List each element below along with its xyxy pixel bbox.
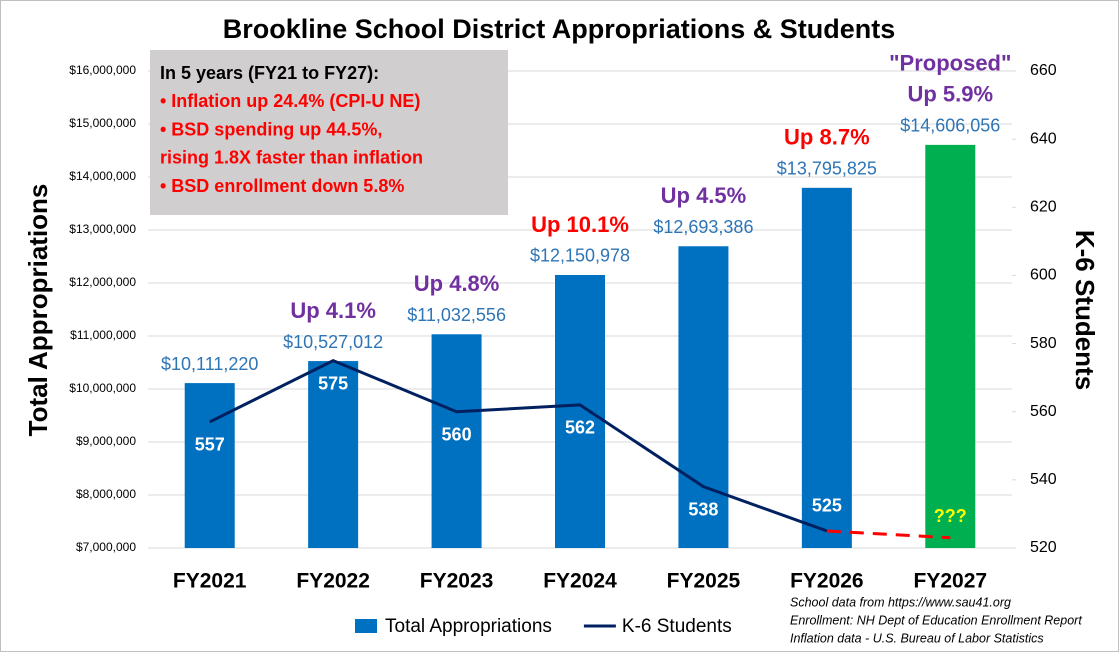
y-tick-label: $10,000,000 bbox=[69, 381, 136, 395]
line-value-label: 560 bbox=[442, 424, 472, 444]
y-tick-label: $13,000,000 bbox=[69, 222, 136, 236]
legend-swatch bbox=[355, 619, 377, 633]
y-tick-label: $16,000,000 bbox=[69, 63, 136, 77]
y2-tick-label: 560 bbox=[1030, 403, 1057, 420]
y2-axis-title: K-6 Students bbox=[1070, 230, 1100, 390]
summary-line: In 5 years (FY21 to FY27): bbox=[160, 63, 379, 83]
y2-tick-label: 620 bbox=[1030, 199, 1057, 216]
bar bbox=[431, 334, 482, 548]
bar bbox=[678, 246, 729, 548]
source-note: Enrollment: NH Dept of Education Enrollm… bbox=[790, 613, 1082, 627]
x-tick-label: FY2027 bbox=[914, 570, 988, 593]
growth-label: Up 10.1% bbox=[531, 212, 629, 237]
y2-tick-label: 640 bbox=[1030, 130, 1057, 147]
source-note: School data from https://www.sau41.org bbox=[790, 595, 1011, 609]
projection-line bbox=[826, 529, 951, 540]
legend-label: K-6 Students bbox=[622, 616, 732, 637]
summary-line: • BSD enrollment down 5.8% bbox=[160, 176, 404, 196]
summary-line: rising 1.8X faster than inflation bbox=[160, 148, 423, 168]
line-value-label: 538 bbox=[688, 499, 718, 519]
y-tick-label: $7,000,000 bbox=[76, 540, 136, 554]
x-tick-label: FY2024 bbox=[543, 570, 617, 593]
x-tick-label: FY2021 bbox=[173, 570, 247, 593]
growth-label: Up 5.9% bbox=[907, 82, 993, 107]
x-tick-label: FY2025 bbox=[667, 570, 741, 593]
y2-tick-label: 540 bbox=[1030, 471, 1057, 488]
growth-label: Up 4.8% bbox=[414, 271, 500, 296]
bar bbox=[555, 274, 605, 548]
bar-value-label: $12,693,386 bbox=[653, 217, 753, 237]
y-tick-label: $15,000,000 bbox=[69, 116, 136, 130]
summary-line: • Inflation up 24.4% (CPI-U NE) bbox=[160, 91, 420, 111]
line-value-label: 575 bbox=[318, 373, 348, 393]
summary-line: • BSD spending up 44.5%, bbox=[160, 119, 382, 139]
bar-value-label: $10,527,012 bbox=[283, 332, 383, 352]
y2-tick-label: 660 bbox=[1030, 62, 1057, 79]
bar bbox=[308, 361, 359, 548]
line-value-label: 562 bbox=[565, 418, 595, 438]
bar-value-label: $14,606,056 bbox=[900, 116, 1000, 136]
y2-tick-label: 520 bbox=[1030, 539, 1057, 556]
y2-tick-label: 580 bbox=[1030, 335, 1057, 352]
line-value-label: 557 bbox=[195, 435, 225, 455]
legend-label: Total Appropriations bbox=[385, 616, 552, 637]
growth-label: Up 8.7% bbox=[784, 125, 870, 150]
bar-value-label: $10,111,220 bbox=[161, 354, 258, 374]
bar bbox=[184, 383, 235, 548]
summary-box bbox=[150, 50, 508, 215]
line bbox=[209, 358, 828, 533]
growth-label: Up 4.1% bbox=[290, 298, 376, 323]
y-axis-title: Total Appropriations bbox=[23, 184, 53, 437]
bar bbox=[925, 144, 976, 548]
x-tick-label: FY2026 bbox=[790, 570, 864, 593]
x-tick-label: FY2022 bbox=[296, 570, 370, 593]
projection-label: ??? bbox=[934, 506, 967, 526]
y2-tick-label: 600 bbox=[1030, 267, 1057, 284]
line-value-label: 525 bbox=[812, 496, 842, 516]
y-tick-label: $8,000,000 bbox=[76, 487, 136, 501]
source-note: Inflation data - U.S. Bureau of Labor St… bbox=[790, 631, 1044, 645]
proposed-label: "Proposed" bbox=[889, 51, 1011, 76]
bar bbox=[801, 187, 852, 548]
bar-value-label: $12,150,978 bbox=[530, 246, 630, 266]
bar-value-label: $13,795,825 bbox=[777, 159, 877, 179]
growth-label: Up 4.5% bbox=[661, 183, 747, 208]
x-tick-label: FY2023 bbox=[420, 570, 494, 593]
y-tick-label: $9,000,000 bbox=[76, 434, 136, 448]
bar-value-label: $11,032,556 bbox=[407, 305, 506, 325]
y-tick-label: $12,000,000 bbox=[69, 275, 136, 289]
y-tick-label: $11,000,000 bbox=[70, 328, 136, 342]
chart-title: Brookline School District Appropriations… bbox=[223, 14, 896, 44]
y-tick-label: $14,000,000 bbox=[69, 169, 136, 183]
